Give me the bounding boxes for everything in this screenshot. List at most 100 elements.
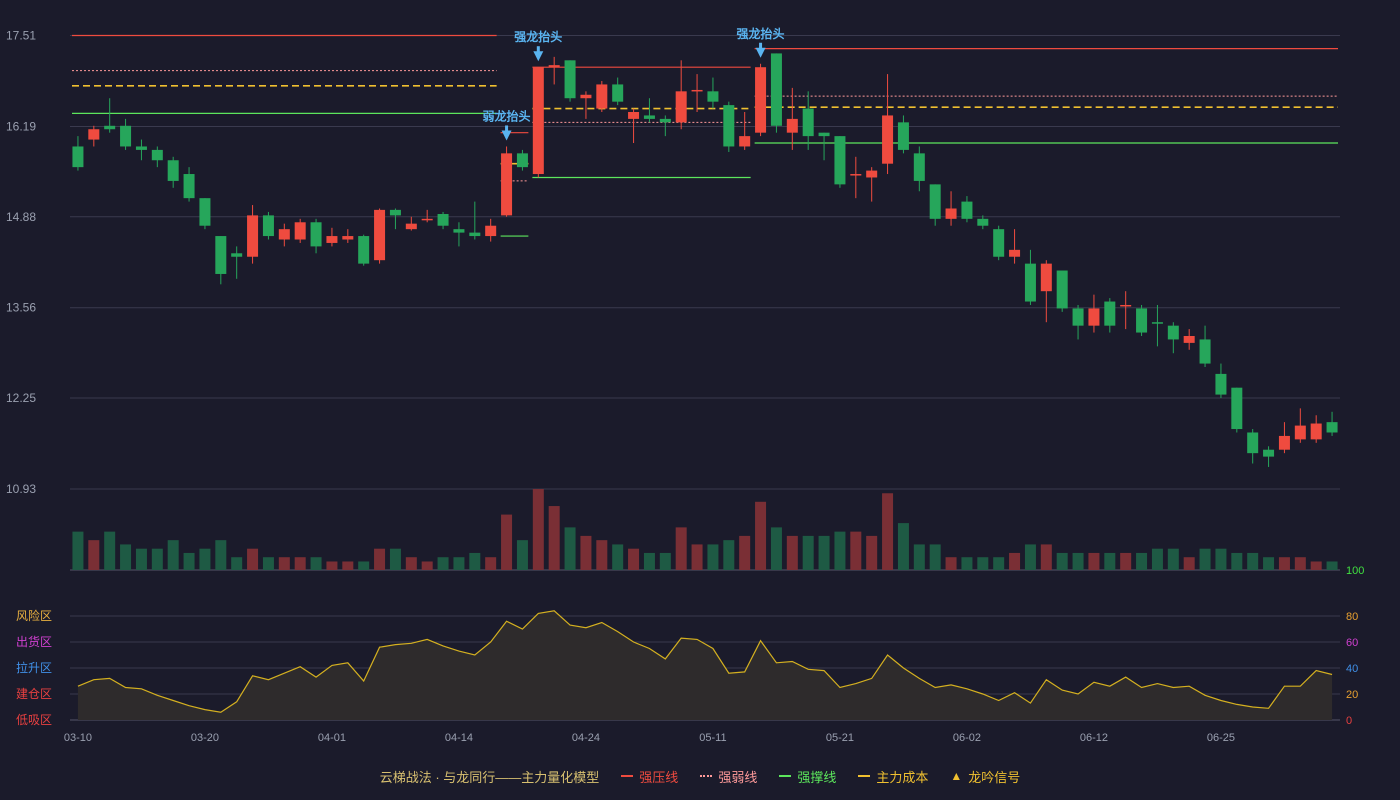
x-tick-label: 05-21 xyxy=(826,732,854,744)
candle-body xyxy=(342,236,354,240)
candle-body xyxy=(659,118,671,123)
volume-bar xyxy=(818,535,830,570)
candle-body xyxy=(548,65,560,68)
candle-body xyxy=(183,174,195,199)
candle-body xyxy=(786,118,798,133)
candle-body xyxy=(199,198,211,226)
candle-body xyxy=(866,170,878,178)
candle-body xyxy=(1040,263,1052,292)
volume-bar xyxy=(278,557,290,570)
candle-body xyxy=(151,149,163,161)
volume-bar xyxy=(1263,557,1275,570)
volume-bar xyxy=(421,561,433,570)
y-tick-label: 14.88 xyxy=(6,210,36,224)
candle-body xyxy=(1199,339,1211,364)
volume-bar xyxy=(485,557,497,570)
volume-bar xyxy=(1215,548,1227,570)
legend-label-dragon-signal: 龙吟信号 xyxy=(968,769,1021,785)
volume-bar xyxy=(374,548,386,570)
legend-item-strong-weak: 强弱线 xyxy=(700,767,757,786)
volume-bar xyxy=(596,540,608,570)
volume-bar xyxy=(612,544,624,570)
candle-body xyxy=(961,201,973,219)
volume-bar xyxy=(215,540,227,570)
volume-bar xyxy=(993,557,1005,570)
volume-bar xyxy=(564,527,576,570)
volume-bar xyxy=(72,531,84,570)
volume-bar xyxy=(1104,552,1116,570)
volume-bar xyxy=(1009,552,1021,570)
volume-bar xyxy=(1120,552,1132,570)
indicator-right-tick: 80 xyxy=(1346,611,1358,623)
volume-bar xyxy=(437,557,449,570)
candle-body xyxy=(723,105,735,147)
candle-body xyxy=(897,122,909,150)
legend-item-dragon-signal: ▲ 龙吟信号 xyxy=(950,767,1020,786)
volume-bar xyxy=(659,552,671,570)
candle-body xyxy=(882,115,894,164)
x-tick-label: 04-24 xyxy=(572,732,600,744)
volume-bar xyxy=(501,514,513,570)
signal-arrow-icon xyxy=(533,51,544,62)
volume-bar xyxy=(88,540,100,570)
legend-label-strong-pressure: 强压线 xyxy=(639,769,679,785)
candle-body xyxy=(755,67,767,133)
indicator-right-tick: 60 xyxy=(1346,637,1358,649)
indicator-line xyxy=(77,610,1333,713)
candle-body xyxy=(1326,422,1338,433)
candle-body xyxy=(707,91,719,102)
candle-body xyxy=(1136,308,1148,333)
candle-body xyxy=(739,136,751,147)
candle-body xyxy=(1120,304,1132,307)
signal-arrow-stem xyxy=(536,46,540,53)
candle-body xyxy=(262,215,274,237)
x-tick-label: 03-20 xyxy=(191,732,219,744)
volume-bar xyxy=(358,561,370,570)
volume-bar xyxy=(104,531,116,570)
volume-bar xyxy=(1199,548,1211,570)
volume-bar xyxy=(167,540,179,570)
y-tick-label: 16.19 xyxy=(6,119,36,133)
volume-layer xyxy=(72,489,1338,570)
candle-body xyxy=(1056,270,1068,309)
candle-body xyxy=(310,222,322,247)
candle-body xyxy=(691,89,703,92)
x-tick-label: 03-10 xyxy=(64,732,92,744)
grid-layer xyxy=(70,35,1340,721)
candle-body xyxy=(675,91,687,123)
volume-bar xyxy=(342,561,354,570)
candle-body xyxy=(104,125,116,130)
volume-bar xyxy=(135,548,147,570)
signal-arrow-stem xyxy=(759,42,763,49)
candle-body xyxy=(802,108,814,137)
candle-body xyxy=(516,153,528,168)
indicator-right-tick: 40 xyxy=(1346,663,1358,675)
candle-body xyxy=(818,132,830,137)
candle-body xyxy=(612,84,624,102)
volume-bar xyxy=(945,557,957,570)
volume-bar xyxy=(199,548,211,570)
candle-body xyxy=(72,146,84,168)
candle-body xyxy=(913,153,925,181)
signal-label: 强龙抬头 xyxy=(737,26,785,41)
volume-bar xyxy=(1167,548,1179,570)
candle-body xyxy=(231,253,243,257)
volume-bar xyxy=(1088,552,1100,570)
candle-body xyxy=(643,115,655,119)
candle-body xyxy=(167,160,179,181)
y-tick-label: 13.56 xyxy=(6,301,36,315)
candle-body xyxy=(532,67,544,175)
candle-body xyxy=(1151,322,1163,324)
volume-bar xyxy=(929,544,941,570)
legend-label-strong-weak: 强弱线 xyxy=(718,769,758,785)
candle-body xyxy=(596,84,608,109)
volume-bar xyxy=(834,531,846,570)
candle-body xyxy=(1215,373,1227,395)
chart-legend: 云梯战法 · 与龙同行——主力量化模型 强压线 强弱线 强撑线 主力成本 ▲ 龙… xyxy=(0,766,1400,786)
axis-layer: 17.51 16.19 14.88 13.56 12.25 10.93 100 80 60 40 2… xyxy=(6,29,1364,745)
x-tick-label: 04-14 xyxy=(445,732,473,744)
volume-bar xyxy=(786,535,798,570)
volume-bar xyxy=(913,544,925,570)
candle-body xyxy=(389,209,401,216)
indicator-area xyxy=(77,610,1333,720)
